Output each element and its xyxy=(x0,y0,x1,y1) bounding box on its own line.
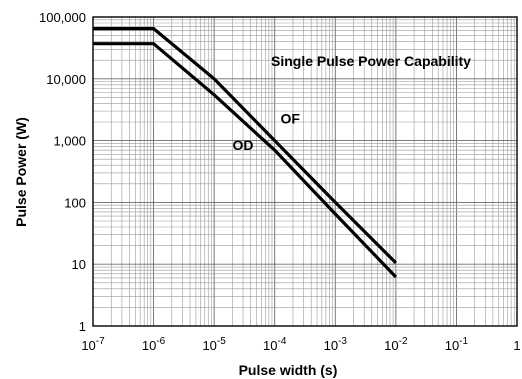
x-axis-title: Pulse width (s) xyxy=(239,362,338,378)
chart-title: Single Pulse Power Capability xyxy=(271,53,471,69)
y-tick-labels: 1 10 100 1,000 10,000 100,000 xyxy=(39,10,86,334)
y-axis-title: Pulse Power (W) xyxy=(13,117,29,227)
y-tick-label: 1 xyxy=(79,319,86,334)
plot-frame xyxy=(92,16,518,327)
annotation-of: OF xyxy=(280,110,300,126)
x-tick-label: 10-1 xyxy=(445,336,469,353)
y-tick-label: 100,000 xyxy=(39,10,86,25)
x-tick-label: 10-2 xyxy=(384,336,408,353)
series-lines xyxy=(93,27,398,279)
x-tick-label: 1 xyxy=(513,338,520,353)
series-line-od xyxy=(93,42,398,279)
x-tick-label: 10-7 xyxy=(81,336,105,353)
series-line-of xyxy=(93,27,398,265)
annotation-od: OD xyxy=(233,137,254,153)
series-annotations: OF OD xyxy=(233,110,301,153)
y-tick-label: 100 xyxy=(64,195,86,210)
x-tick-labels: 10-7 10-6 10-5 10-4 10-3 10-2 10-1 1 xyxy=(81,336,520,353)
x-tick-label: 10-5 xyxy=(202,336,226,353)
y-tick-label: 10,000 xyxy=(46,72,86,87)
x-tick-label: 10-6 xyxy=(142,336,166,353)
y-tick-label: 10 xyxy=(72,257,86,272)
y-tick-label: 1,000 xyxy=(53,134,86,149)
x-tick-label: 10-3 xyxy=(324,336,348,353)
x-tick-label: 10-4 xyxy=(263,336,287,353)
